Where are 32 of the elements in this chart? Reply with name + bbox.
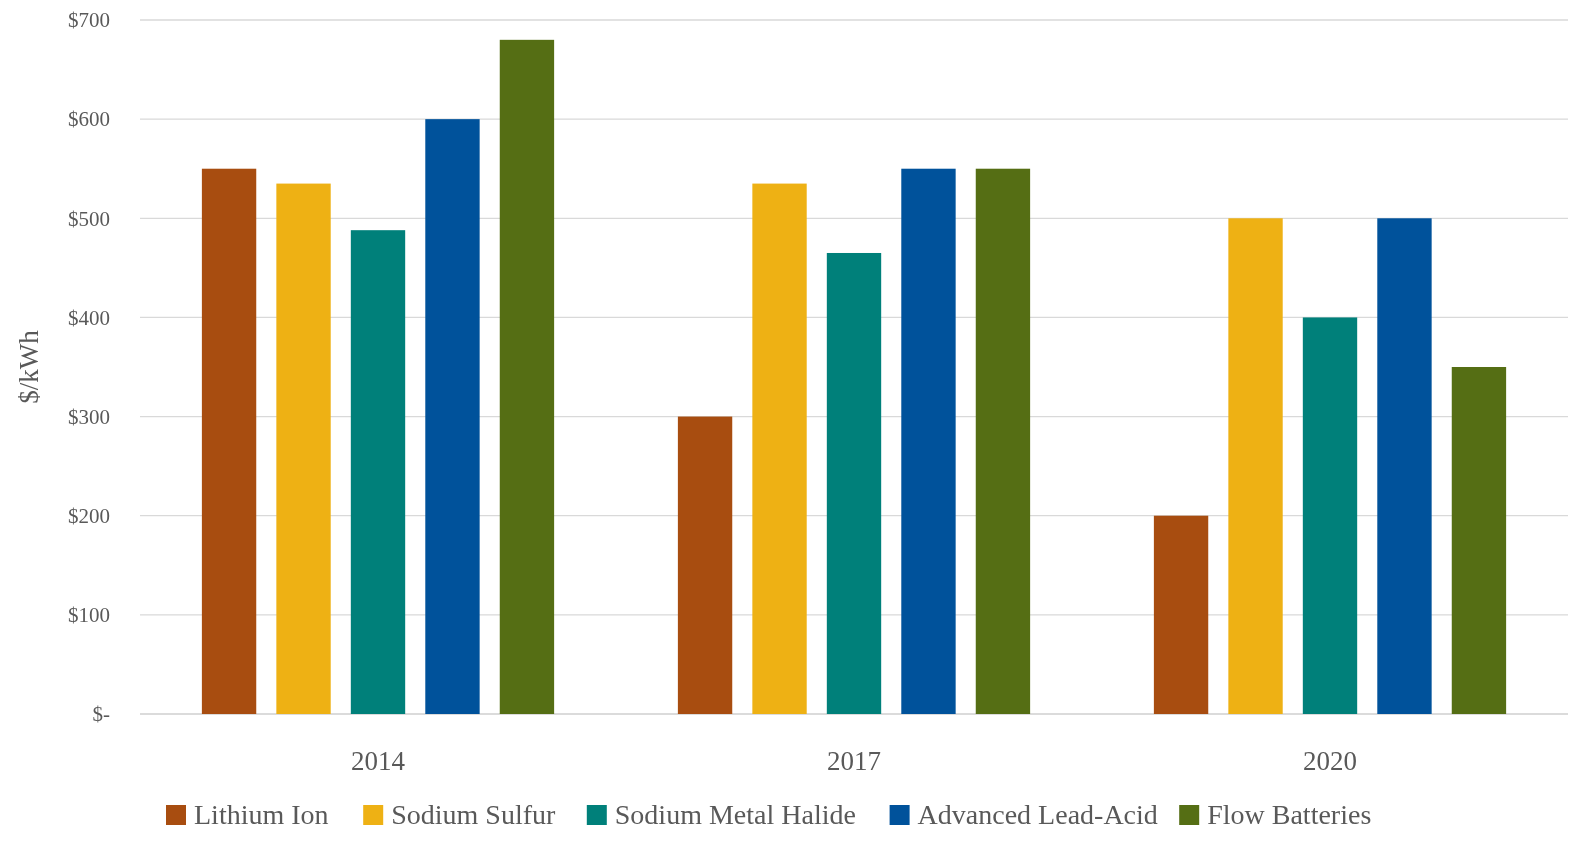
legend-label: Flow Batteries xyxy=(1207,799,1372,830)
x-tick-label: 2017 xyxy=(827,746,881,776)
legend-label: Sodium Sulfur xyxy=(391,799,557,830)
bar xyxy=(1228,218,1283,714)
x-tick-label: 2014 xyxy=(351,746,406,776)
bar xyxy=(350,230,406,714)
y-axis-title: $/kWh xyxy=(14,329,44,404)
bar xyxy=(1377,218,1432,714)
y-tick-label: $700 xyxy=(68,8,110,33)
legend-label: Sodium Metal Halide xyxy=(614,799,856,830)
y-tick-label: $300 xyxy=(68,404,110,429)
bar xyxy=(975,168,1031,714)
bar xyxy=(752,183,807,714)
bar xyxy=(1153,515,1209,714)
y-tick-label: $100 xyxy=(68,603,110,628)
bar xyxy=(276,183,331,714)
y-tick-label: $- xyxy=(92,702,110,727)
bar xyxy=(499,39,555,714)
y-tick-label: $400 xyxy=(68,305,110,330)
bar xyxy=(425,119,480,714)
legend-label: Advanced Lead-Acid xyxy=(917,799,1158,830)
bar xyxy=(201,168,257,714)
y-tick-label: $500 xyxy=(68,206,110,231)
bar xyxy=(1451,367,1507,714)
bar xyxy=(677,416,733,714)
y-tick-label: $600 xyxy=(68,107,110,132)
bar xyxy=(1302,317,1358,714)
x-tick-label: 2020 xyxy=(1303,746,1357,776)
bar xyxy=(901,168,956,714)
y-tick-label: $200 xyxy=(68,504,110,529)
legend-label: Lithium Ion xyxy=(194,799,329,830)
bar xyxy=(826,252,882,714)
